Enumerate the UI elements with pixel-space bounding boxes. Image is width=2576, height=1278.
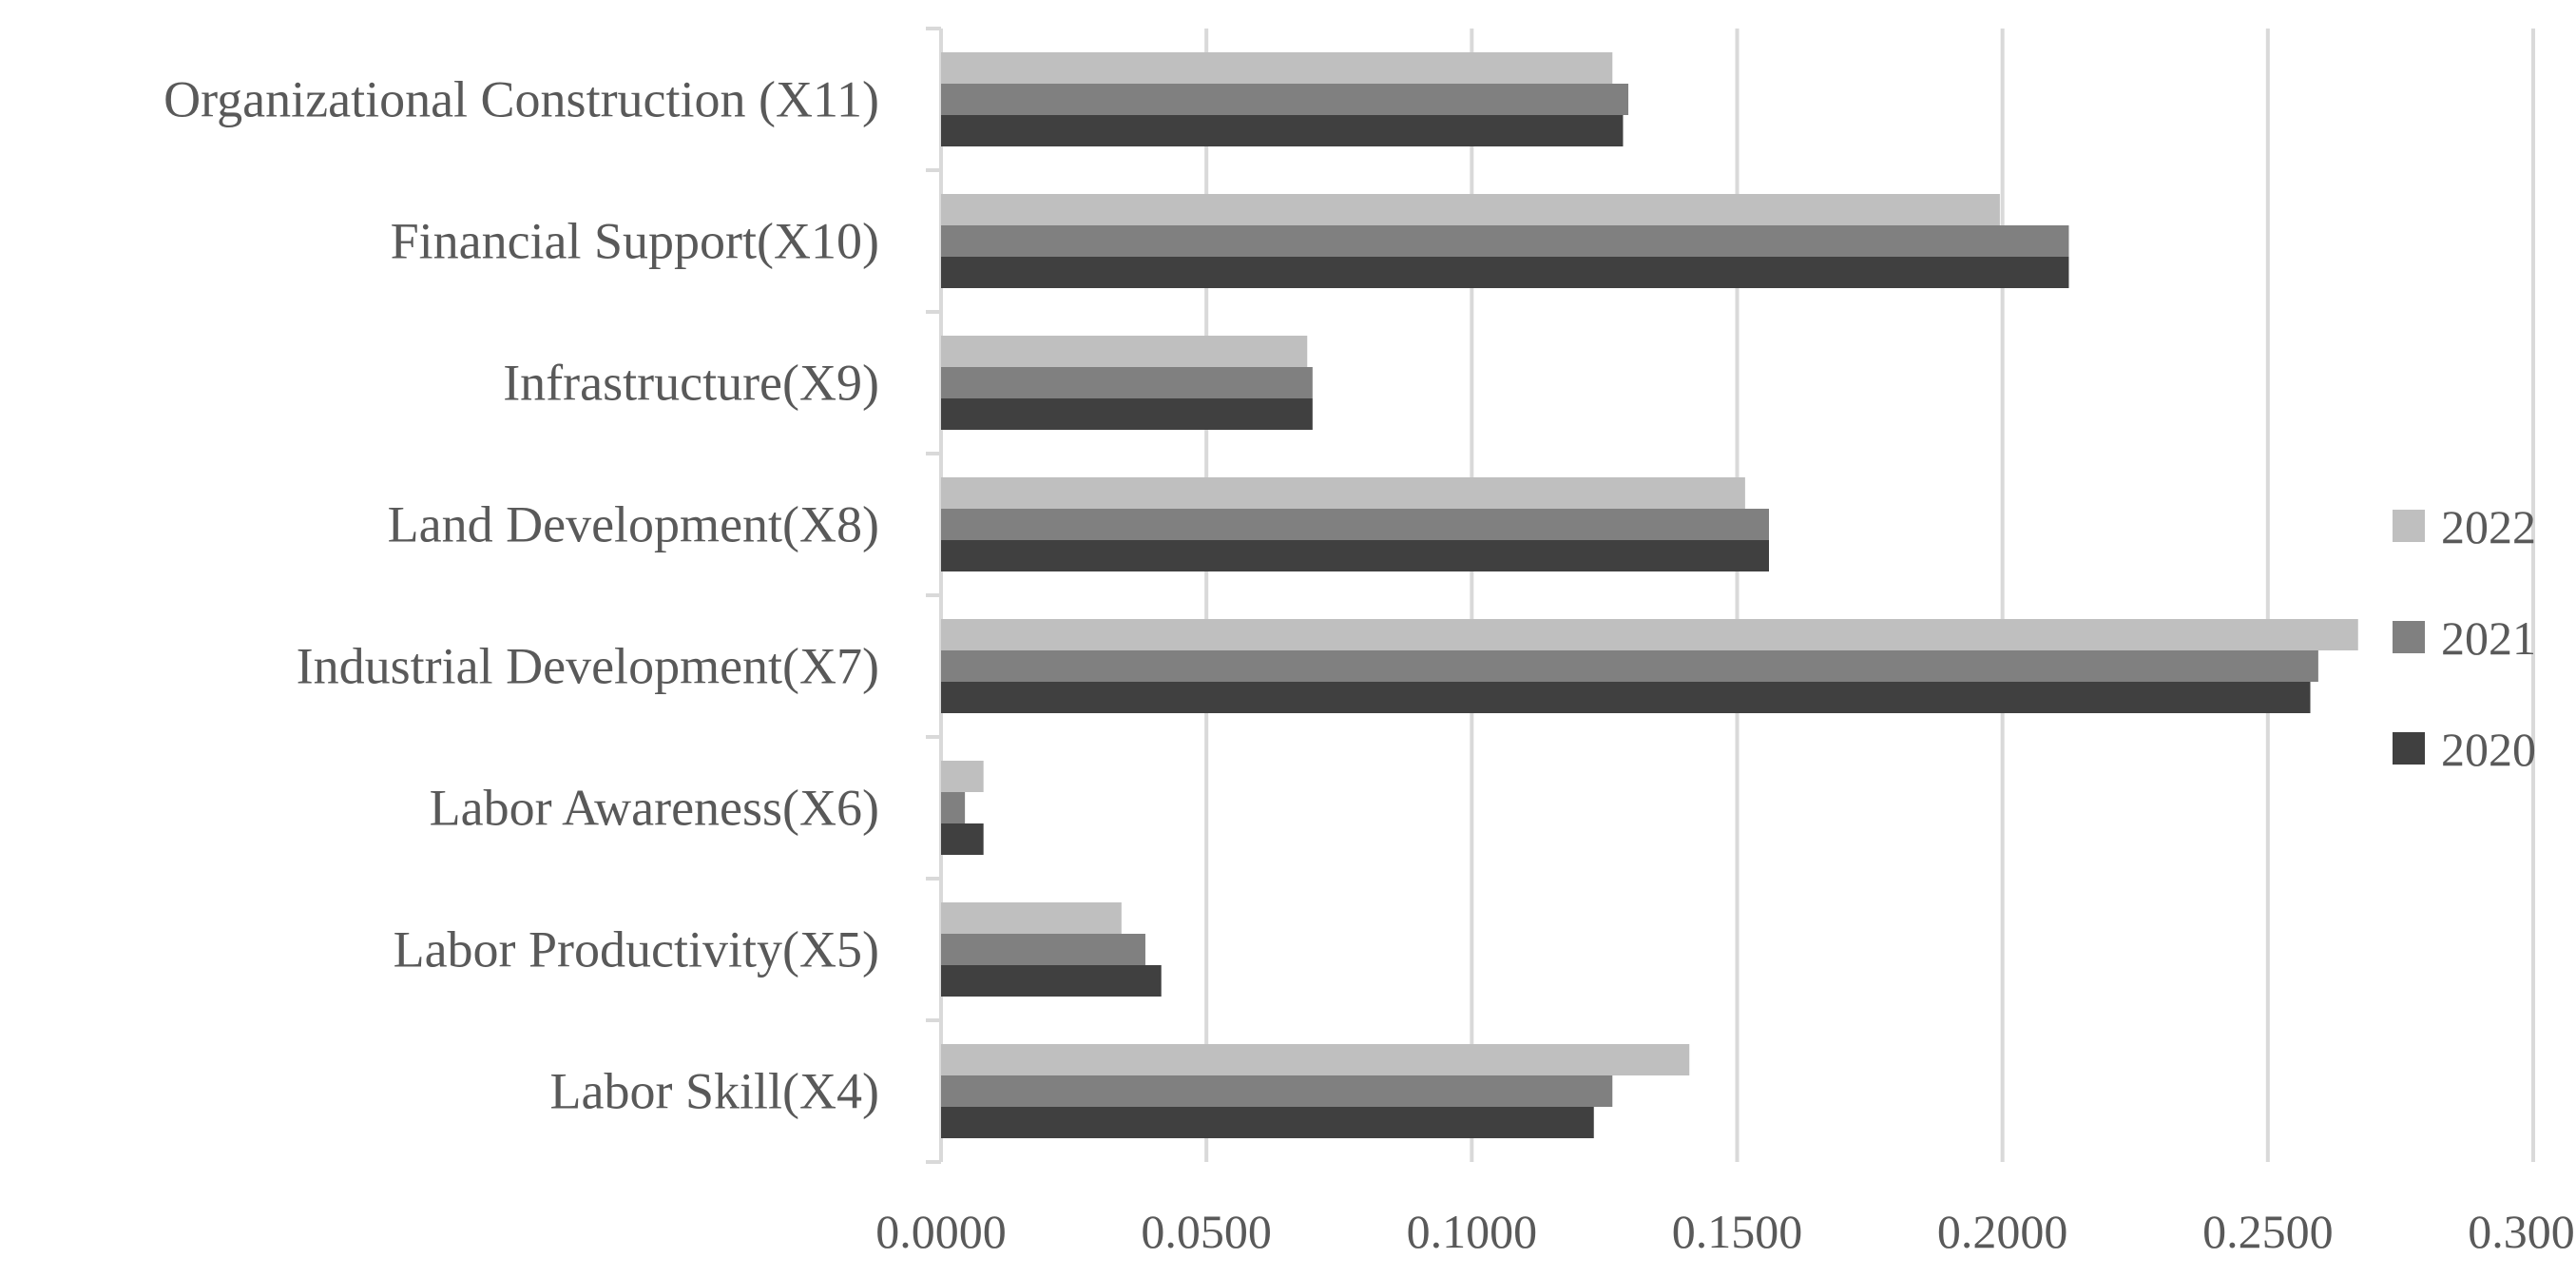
legend-swatch-2022 — [2393, 510, 2425, 542]
bar-2021 — [941, 367, 1313, 398]
bar-2020 — [941, 823, 984, 855]
bar-2022 — [941, 194, 2000, 225]
bar-2022 — [941, 1044, 1690, 1075]
x-tick-labels: 0.0000 0.0500 0.1000 0.1500 0.2000 0.2500 0.30… — [875, 1205, 2576, 1258]
bar-2021 — [941, 650, 2318, 682]
bar-2021 — [941, 509, 1769, 540]
bar-2022 — [941, 619, 2358, 650]
x-tick-label: 0.3000 — [2468, 1205, 2576, 1258]
bar-2021 — [941, 1075, 1613, 1107]
legend-swatch-2020 — [2393, 732, 2425, 765]
bar-2022 — [941, 477, 1745, 509]
category-labels: Organizational Construction (X11) Financi… — [163, 71, 879, 1120]
bar-2022 — [941, 336, 1308, 367]
x-tick-label: 0.2000 — [1937, 1205, 2068, 1258]
category-axis — [926, 27, 943, 1164]
bar-2022 — [941, 902, 1122, 934]
bar-2020 — [941, 682, 2311, 713]
category-label: Land Development(X8) — [388, 496, 879, 553]
legend: 2022 2021 2020 — [2393, 500, 2536, 776]
category-label: Organizational Construction (X11) — [163, 71, 879, 128]
legend-label-2021: 2021 — [2441, 611, 2536, 665]
x-tick-label: 0.0000 — [875, 1205, 1007, 1258]
category-label: Industrial Development(X7) — [297, 638, 879, 695]
x-tick-label: 0.2500 — [2202, 1205, 2334, 1258]
category-label: Financial Support(X10) — [391, 213, 879, 270]
x-tick-label: 0.1000 — [1407, 1205, 1538, 1258]
bar-2021 — [941, 792, 966, 823]
legend-label-2020: 2020 — [2441, 723, 2536, 776]
bar-2020 — [941, 257, 2069, 288]
bar-2020 — [941, 115, 1624, 146]
category-label: Labor Productivity(X5) — [394, 921, 879, 978]
bar-2020 — [941, 1107, 1594, 1138]
bar-2021 — [941, 84, 1629, 115]
x-tick-label: 0.1500 — [1672, 1205, 1803, 1258]
bar-2020 — [941, 965, 1162, 997]
category-label: Infrastructure(X9) — [503, 355, 879, 412]
bars — [941, 52, 2358, 1138]
bar-2020 — [941, 398, 1313, 430]
bar-2021 — [941, 934, 1145, 965]
bar-2020 — [941, 540, 1769, 571]
category-label: Labor Skill(X4) — [550, 1063, 879, 1120]
legend-label-2022: 2022 — [2441, 500, 2536, 553]
x-tick-label: 0.0500 — [1141, 1205, 1272, 1258]
bar-2022 — [941, 761, 984, 792]
bar-2022 — [941, 52, 1613, 84]
category-label: Labor Awareness(X6) — [430, 780, 879, 837]
legend-swatch-2021 — [2393, 621, 2425, 653]
bar-2021 — [941, 225, 2069, 257]
